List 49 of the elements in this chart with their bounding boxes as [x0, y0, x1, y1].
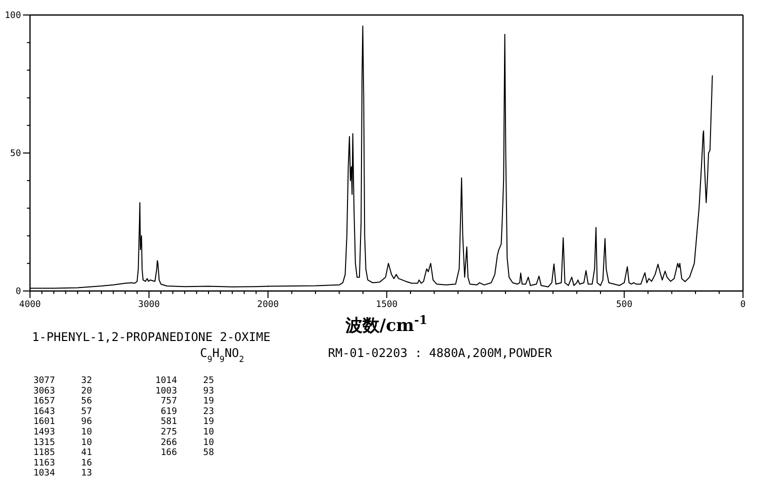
text: 1657: [33, 396, 55, 407]
text: 619: [160, 406, 177, 417]
x-axis-title: 波数/cm$^{-1}$: [344, 313, 428, 336]
text: 1034: [33, 468, 55, 479]
x-tick-label: 4000: [19, 300, 41, 310]
text: 93: [203, 386, 214, 396]
text: 19: [203, 417, 214, 428]
text: 10: [203, 428, 214, 438]
text: 32: [81, 376, 92, 386]
x-tick-label: 1500: [376, 300, 398, 310]
text: 1643: [33, 406, 55, 417]
text: 16: [81, 458, 92, 468]
text: RM-01-02203 : 4880A,200M,POWDER: [328, 346, 553, 360]
x-tick-label: 3000: [138, 300, 160, 310]
text: 56: [81, 396, 92, 407]
text: 275: [160, 428, 177, 438]
text: 58: [203, 448, 214, 458]
y-tick-label: 0: [16, 287, 21, 297]
y-tick-label: 100: [4, 11, 21, 21]
text: C$_{9}$H$_{9}$NO$_{2}$: [200, 346, 244, 364]
text: 581: [160, 417, 177, 428]
text: 41: [81, 448, 92, 458]
text: 20: [81, 386, 92, 396]
x-tick-label: 500: [616, 300, 632, 310]
text: 57: [81, 406, 92, 417]
text: 10: [81, 428, 92, 438]
text: 1185: [33, 448, 55, 458]
text: 1014: [155, 376, 177, 386]
y-tick-label: 50: [10, 149, 21, 159]
text: 3063: [33, 386, 55, 396]
text: 10: [203, 438, 214, 448]
text: 13: [81, 468, 92, 479]
text: 1003: [155, 386, 177, 396]
text: 166: [160, 448, 177, 458]
text: 266: [160, 438, 177, 448]
text: 23: [203, 406, 214, 417]
text: 757: [160, 396, 177, 407]
text: 96: [81, 417, 92, 428]
text: 1601: [33, 417, 55, 428]
text: 19: [203, 396, 214, 407]
text: 1315: [33, 438, 55, 448]
text: 10: [81, 438, 92, 448]
text: 1163: [33, 458, 55, 468]
text: 3077: [33, 376, 55, 386]
text: 25: [203, 376, 214, 386]
text: 1493: [33, 428, 55, 438]
text: 1-PHENYL-1,2-PROPANEDIONE 2-OXIME: [32, 330, 270, 344]
x-tick-label: 0: [740, 300, 746, 310]
x-tick-label: 2000: [257, 300, 279, 310]
